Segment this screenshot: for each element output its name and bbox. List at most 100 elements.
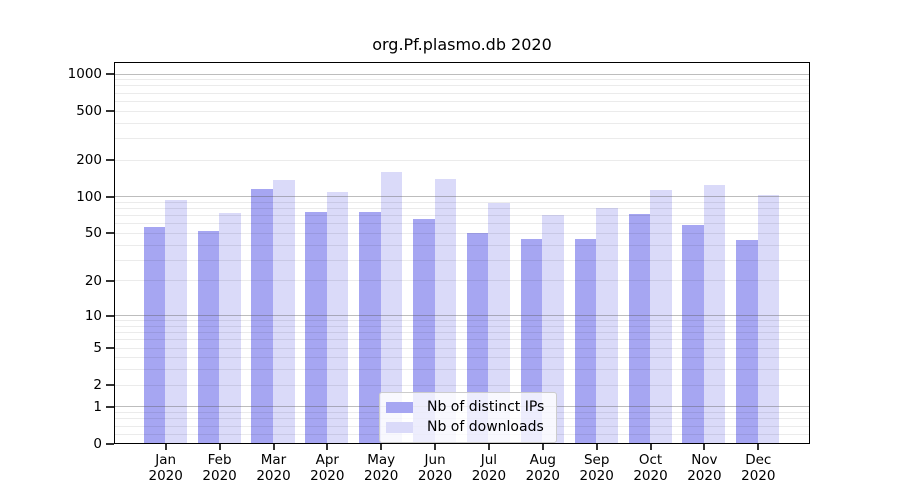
bar-downloads-jul [488,203,510,443]
legend: Nb of distinct IPs Nb of downloads [379,392,558,443]
x-tick-month: Apr [315,452,339,468]
y-tick-mark [106,232,114,235]
y-tick-mark [106,279,114,282]
legend-item-downloads: Nb of downloads [386,419,544,435]
x-tick-month: Sep [583,452,610,468]
gridline-minor [115,79,809,81]
x-tick-year: 2020 [256,468,291,484]
x-tick-month: Oct [638,452,663,468]
bar-distinct-ips-mar [251,188,273,443]
x-tick-label: Jun 2020 [395,452,475,484]
x-tick-label: Dec 2020 [718,452,798,484]
bar-downloads-feb [219,213,241,443]
x-tick-mark [218,444,221,450]
x-tick-year: 2020 [525,468,560,484]
bar-downloads-apr [326,192,349,443]
x-tick-month: Jan [155,452,177,468]
x-tick-label: Aug 2020 [503,452,583,484]
x-tick-month: Jul [480,452,498,468]
x-tick-year: 2020 [579,468,614,484]
x-tick-label: Sep 2020 [557,452,637,484]
y-tick-mark [106,443,114,445]
x-tick-label: Jan 2020 [126,452,206,484]
x-tick-label: May 2020 [341,452,421,484]
plot-canvas [115,63,809,443]
y-tick-label: 50 [84,225,102,242]
x-tick-label: Mar 2020 [234,452,314,484]
x-tick-label: Oct 2020 [611,452,691,484]
y-tick-label: 5 [93,340,102,356]
x-tick-label: Nov 2020 [664,452,744,484]
y-tick-mark [106,73,114,75]
bar-downloads-mar [273,180,295,443]
x-tick-year: 2020 [633,468,668,484]
y-tick-mark [106,405,114,408]
x-tick-month: Nov [691,452,718,468]
x-tick-month: Aug [529,452,556,468]
x-tick-month: Jun [424,452,446,468]
y-tick-label: 500 [76,103,102,120]
y-tick-label: 200 [76,152,102,168]
plot-area [114,62,810,444]
bar-distinct-ips-may [359,211,381,443]
x-tick-mark [434,444,437,450]
y-tick-mark [106,159,114,161]
y-tick-mark [106,384,114,387]
gridline-major [115,73,809,75]
bar-distinct-ips-oct [628,213,650,443]
bar-downloads-nov [703,185,726,443]
bar-downloads-aug [542,215,564,443]
x-tick-mark [380,444,383,450]
bar-distinct-ips-jun [413,219,435,443]
x-tick-mark [595,444,598,450]
x-tick-year: 2020 [417,468,453,484]
x-tick-month: Feb [207,452,232,468]
legend-label-downloads: Nb of downloads [427,419,544,435]
legend-swatch-distinct-ips [386,401,413,413]
x-tick-year: 2020 [202,468,237,484]
x-tick-label: Feb 2020 [180,452,260,484]
bar-distinct-ips-aug [520,238,543,443]
x-tick-mark [757,444,760,450]
x-tick-year: 2020 [148,468,183,484]
x-tick-label: Apr 2020 [287,452,367,484]
gridline-minor [115,159,809,161]
x-tick-mark [649,444,652,450]
y-tick-label: 100 [76,188,102,205]
bar-downloads-oct [650,190,672,443]
gridline-minor [115,122,809,124]
x-tick-year: 2020 [687,468,722,484]
x-tick-month: May [367,452,396,468]
x-tick-mark [541,444,544,450]
x-tick-year: 2020 [310,468,345,484]
y-tick-mark [106,347,114,349]
x-tick-label: Jul 2020 [449,452,529,484]
y-tick-mark [106,110,114,113]
y-tick-mark [106,314,114,317]
x-tick-mark [487,444,490,450]
y-tick-label: 10 [84,307,102,324]
x-tick-year: 2020 [364,468,399,484]
bar-downloads-dec [757,194,780,443]
gridline-minor [115,137,809,139]
y-tick-label: 20 [84,272,102,289]
bar-distinct-ips-jul [466,232,489,443]
bar-distinct-ips-apr [305,211,327,443]
legend-label-distinct-ips: Nb of distinct IPs [427,399,545,415]
bar-downloads-jan [165,200,187,443]
gridline-minor [115,85,809,87]
gridline-minor [115,110,809,112]
bar-distinct-ips-feb [197,230,219,443]
y-tick-label: 1 [93,398,102,415]
gridline-minor [115,100,809,102]
bar-downloads-sep [596,208,618,443]
x-tick-year: 2020 [741,468,776,484]
y-tick-mark [106,195,114,198]
legend-item-distinct-ips: Nb of distinct IPs [386,399,544,415]
x-tick-mark [326,444,329,450]
bar-distinct-ips-nov [682,225,704,443]
y-tick-label: 1000 [67,66,102,82]
gridline-minor [115,92,809,94]
bar-downloads-may [380,172,403,443]
